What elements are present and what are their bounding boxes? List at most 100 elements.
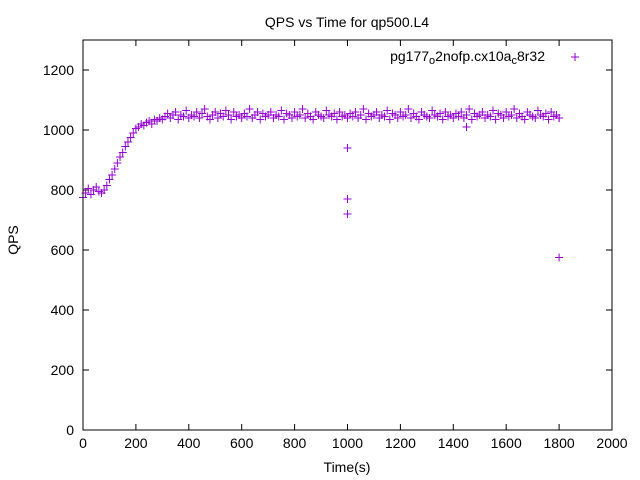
data-point — [221, 106, 230, 115]
y-tick-label: 1200 — [43, 62, 74, 78]
data-point — [290, 108, 299, 116]
data-point — [274, 112, 283, 121]
data-point — [237, 114, 246, 122]
data-point — [401, 111, 410, 119]
data-point — [449, 114, 458, 122]
data-point — [462, 111, 471, 119]
data-point — [348, 112, 357, 121]
data-point — [478, 108, 487, 116]
data-point — [174, 115, 183, 124]
data-point — [454, 112, 463, 121]
data-point — [171, 108, 180, 116]
data-point — [465, 105, 474, 113]
data-point — [295, 111, 304, 119]
data-point — [362, 115, 371, 124]
data-point — [491, 115, 500, 124]
data-point — [86, 190, 95, 199]
data-point — [245, 105, 254, 113]
data-point — [356, 111, 365, 119]
data-point — [123, 138, 132, 146]
data-point — [436, 109, 445, 118]
data-point — [507, 111, 516, 119]
x-tick-label: 800 — [283, 435, 307, 451]
data-point — [488, 106, 497, 115]
data-point — [118, 148, 127, 157]
data-point — [126, 133, 135, 142]
data-point — [298, 105, 307, 113]
x-tick-label: 0 — [79, 435, 87, 451]
data-point — [219, 112, 228, 121]
y-axis-label: QPS — [5, 225, 21, 255]
data-point — [510, 105, 519, 113]
data-point — [213, 114, 222, 122]
data-point — [113, 159, 122, 167]
y-tick-label: 400 — [51, 302, 75, 318]
data-point — [190, 112, 199, 121]
data-point — [280, 115, 289, 124]
data-point — [330, 109, 339, 118]
x-tick-label: 2000 — [596, 435, 627, 451]
data-point — [309, 115, 318, 124]
data-point — [438, 115, 447, 124]
data-point — [224, 111, 233, 119]
x-tick-label: 1200 — [385, 435, 416, 451]
data-point — [200, 105, 209, 113]
data-point — [531, 114, 540, 122]
data-point — [555, 114, 564, 122]
x-tick-label: 600 — [230, 435, 254, 451]
y-tick-label: 200 — [51, 362, 75, 378]
x-tick-label: 1600 — [491, 435, 522, 451]
data-point — [108, 171, 117, 179]
data-point — [428, 106, 437, 115]
data-point — [499, 114, 508, 122]
data-point — [486, 112, 495, 121]
data-point — [351, 108, 360, 116]
plot-border — [82, 39, 613, 431]
data-point — [547, 108, 556, 116]
legend-label: pg177o2nofp.cx10ac8r32 — [390, 48, 545, 67]
y-tick-label: 1000 — [43, 122, 74, 138]
data-point — [105, 175, 114, 184]
data-point — [84, 184, 93, 193]
data-point — [441, 108, 450, 116]
data-point — [129, 129, 138, 137]
data-point — [343, 144, 352, 152]
data-point — [414, 115, 423, 124]
data-point — [227, 115, 236, 124]
data-point — [116, 153, 125, 161]
data-point — [332, 115, 341, 124]
data-point — [198, 109, 207, 118]
data-point — [253, 108, 262, 116]
y-tick-label: 0 — [66, 422, 74, 438]
data-point — [512, 114, 521, 122]
data-point — [100, 186, 109, 194]
data-point — [385, 115, 394, 124]
y-tick-label: 800 — [51, 182, 75, 198]
data-point — [335, 108, 344, 116]
data-point — [211, 108, 220, 116]
data-point — [179, 112, 188, 121]
data-point — [266, 108, 275, 116]
data-point — [343, 195, 352, 203]
data-point — [242, 112, 251, 121]
x-tick-label: 200 — [124, 435, 148, 451]
data-point — [192, 108, 201, 116]
data-point — [102, 181, 111, 190]
data-point — [195, 114, 204, 122]
data-point — [343, 210, 352, 218]
data-point — [182, 106, 191, 115]
data-point — [92, 183, 101, 191]
data-point — [229, 108, 238, 116]
data-point — [457, 108, 466, 116]
data-point — [467, 115, 476, 124]
y-tick-label: 600 — [51, 242, 75, 258]
data-point — [205, 115, 214, 124]
data-point — [544, 115, 553, 124]
data-point — [396, 108, 405, 116]
legend-marker-icon — [571, 53, 579, 61]
data-point — [359, 105, 368, 113]
data-point — [520, 115, 529, 124]
data-point — [147, 120, 156, 128]
x-tick-label: 1400 — [438, 435, 469, 451]
data-point — [541, 109, 550, 118]
